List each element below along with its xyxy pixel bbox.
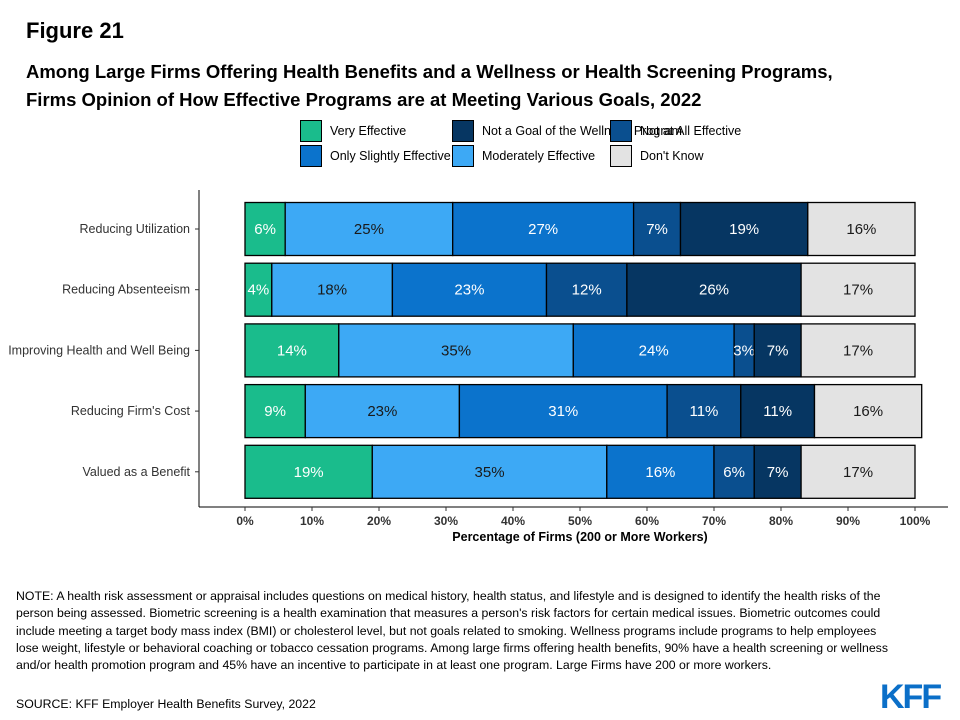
bar-reducing-utilization-only-slightly-effective: [452, 201, 635, 257]
y-tick-label-improving-health-and-well-being: Improving Health and Well Being: [8, 343, 190, 357]
legend-swatch: [452, 120, 474, 142]
chart-note: NOTE: A health risk assessment or apprai…: [16, 589, 888, 673]
data-label-reducing-absenteeism-only-slightly-effective: 23%: [454, 282, 484, 299]
bar-valued-as-a-benefit-don-t-know: [800, 444, 916, 499]
bar-valued-as-a-benefit-only-slightly-effective: [606, 444, 715, 499]
legend-item-very-effective: Very Effective: [300, 119, 406, 143]
x-tick-label: 30%: [434, 514, 458, 528]
bar-reducing-absenteeism-not-at-all-effective: [545, 262, 628, 317]
bar-valued-as-a-benefit-very-effective: [244, 444, 373, 499]
data-label-reducing-firm-s-cost-very-effective: 9%: [264, 403, 286, 420]
legend-swatch: [610, 120, 632, 142]
figure-label: Figure 21: [26, 18, 124, 43]
y-tick-label-reducing-absenteeism: Reducing Absenteeism: [62, 283, 190, 297]
legend-label: Only Slightly Effective: [330, 149, 451, 163]
bar-reducing-utilization-moderately-effective: [284, 201, 454, 257]
x-axis-title: Percentage of Firms (200 or More Workers…: [452, 530, 707, 544]
bar-reducing-firm-s-cost-only-slightly-effective: [458, 383, 668, 439]
x-tick-label: 10%: [300, 514, 324, 528]
chart-source: SOURCE: KFF Employer Health Benefits Sur…: [16, 697, 316, 711]
bar-improving-health-and-well-being-don-t-know: [800, 323, 916, 378]
legend-swatch: [610, 145, 632, 167]
data-label-valued-as-a-benefit-only-slightly-effective: 16%: [645, 464, 675, 481]
data-label-improving-health-and-well-being-moderately-effective: 35%: [441, 342, 471, 359]
data-label-valued-as-a-benefit-moderately-effective: 35%: [475, 464, 505, 481]
x-tick-label: 50%: [568, 514, 592, 528]
data-label-valued-as-a-benefit-very-effective: 19%: [294, 464, 324, 481]
legend-item-moderately-effective: Moderately Effective: [452, 144, 595, 168]
y-tick-label-reducing-firm-s-cost: Reducing Firm's Cost: [71, 404, 191, 418]
y-tick-label-valued-as-a-benefit: Valued as a Benefit: [83, 465, 191, 479]
data-label-improving-health-and-well-being-not-at-all-effective: 3%: [733, 342, 755, 359]
legend-item-not-at-all-effective: Not at All Effective: [610, 119, 741, 143]
x-tick-label: 40%: [501, 514, 525, 528]
x-tick-label: 0%: [236, 514, 254, 528]
kff-logo: KFF: [880, 678, 942, 716]
legend-item-only-slightly-effective: Only Slightly Effective: [300, 144, 451, 168]
bar-reducing-utilization-not-a-goal-of-the-wellness-program: [679, 201, 809, 257]
bar-improving-health-and-well-being-only-slightly-effective: [572, 323, 735, 378]
data-label-reducing-absenteeism-very-effective: 4%: [248, 282, 270, 299]
bar-reducing-firm-s-cost-not-a-goal-of-the-wellness-program: [740, 383, 816, 439]
data-label-reducing-firm-s-cost-only-slightly-effective: 31%: [548, 403, 578, 420]
legend-swatch: [300, 145, 322, 167]
bar-valued-as-a-benefit-not-a-goal-of-the-wellness-program: [753, 444, 802, 499]
chart-title: Among Large Firms Offering Health Benefi…: [26, 58, 936, 114]
data-label-reducing-utilization-only-slightly-effective: 27%: [528, 221, 558, 238]
x-tick-label: 80%: [769, 514, 793, 528]
data-label-valued-as-a-benefit-don-t-know: 17%: [843, 464, 873, 481]
bar-reducing-absenteeism-not-a-goal-of-the-wellness-program: [626, 262, 802, 317]
data-label-reducing-absenteeism-moderately-effective: 18%: [317, 282, 347, 299]
data-label-reducing-absenteeism-not-a-goal-of-the-wellness-program: 26%: [699, 282, 729, 299]
bar-reducing-absenteeism-don-t-know: [800, 262, 916, 317]
bar-reducing-firm-s-cost-don-t-know: [813, 383, 923, 439]
data-label-improving-health-and-well-being-don-t-know: 17%: [843, 342, 873, 359]
bar-reducing-firm-s-cost-very-effective: [244, 383, 306, 439]
data-label-reducing-utilization-moderately-effective: 25%: [354, 221, 384, 238]
data-label-reducing-utilization-not-a-goal-of-the-wellness-program: 19%: [729, 221, 759, 238]
legend-label: Don't Know: [640, 149, 704, 163]
data-label-improving-health-and-well-being-only-slightly-effective: 24%: [639, 342, 669, 359]
bar-improving-health-and-well-being-not-a-goal-of-the-wellness-program: [753, 323, 802, 378]
legend-swatch: [300, 120, 322, 142]
x-tick-label: 100%: [900, 514, 931, 528]
data-label-reducing-absenteeism-don-t-know: 17%: [843, 282, 873, 299]
data-label-improving-health-and-well-being-not-a-goal-of-the-wellness-program: 7%: [767, 342, 789, 359]
data-label-reducing-utilization-very-effective: 6%: [254, 221, 276, 238]
data-label-reducing-utilization-don-t-know: 16%: [846, 221, 876, 238]
data-label-reducing-firm-s-cost-not-at-all-effective: 11%: [689, 403, 718, 420]
bar-reducing-firm-s-cost-moderately-effective: [304, 383, 461, 439]
x-tick-label: 90%: [836, 514, 860, 528]
data-label-reducing-firm-s-cost-not-a-goal-of-the-wellness-program: 11%: [763, 403, 792, 420]
data-label-improving-health-and-well-being-very-effective: 14%: [277, 342, 307, 359]
bar-reducing-absenteeism-very-effective: [244, 262, 273, 317]
data-label-valued-as-a-benefit-not-at-all-effective: 6%: [723, 464, 745, 481]
x-tick-label: 70%: [702, 514, 726, 528]
chart-title-line-1: Among Large Firms Offering Health Benefi…: [26, 61, 833, 82]
data-label-reducing-firm-s-cost-don-t-know: 16%: [853, 403, 883, 420]
data-label-reducing-absenteeism-not-at-all-effective: 12%: [572, 282, 602, 299]
legend-label: Moderately Effective: [482, 149, 596, 163]
legend-label: Very Effective: [330, 124, 407, 138]
data-label-valued-as-a-benefit-not-a-goal-of-the-wellness-program: 7%: [767, 464, 789, 481]
data-label-reducing-firm-s-cost-moderately-effective: 23%: [367, 403, 397, 420]
bar-reducing-utilization-don-t-know: [807, 201, 916, 257]
chart-legend: Very Effective Only Slightly Effective Not…: [300, 119, 900, 171]
bar-reducing-absenteeism-moderately-effective: [271, 262, 394, 317]
bar-improving-health-and-well-being-moderately-effective: [338, 323, 574, 378]
legend-item-don-t-know: Don't Know: [610, 144, 704, 168]
legend-swatch: [452, 145, 474, 167]
chart-title-line-2: Firms Opinion of How Effective Programs …: [26, 89, 702, 110]
x-tick-label: 60%: [635, 514, 659, 528]
legend-label: Not at All Effective: [640, 124, 742, 138]
x-tick-label: 20%: [367, 514, 391, 528]
data-label-reducing-utilization-not-at-all-effective: 7%: [646, 221, 668, 238]
stacked-bar-chart: 6% 25% 27% 7% 19% 16% Reducing Utilization 4% 18…: [8, 190, 948, 544]
bar-valued-as-a-benefit-not-at-all-effective: [713, 444, 755, 499]
y-tick-label-reducing-utilization: Reducing Utilization: [80, 222, 191, 236]
bar-valued-as-a-benefit-moderately-effective: [371, 444, 608, 499]
